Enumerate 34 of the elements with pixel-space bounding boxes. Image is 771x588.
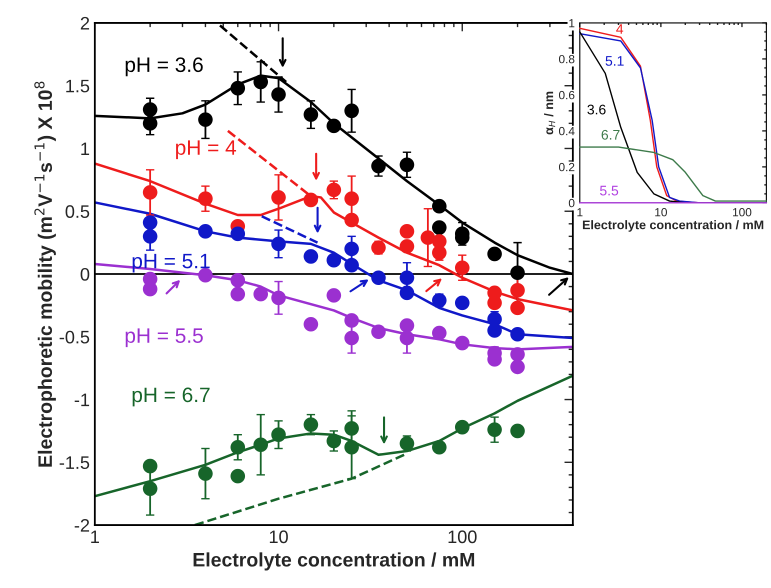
series-label: pH = 4 [176, 140, 236, 160]
series-label: pH = 3.6 [126, 57, 203, 76]
y-axis-title: α$_{H}$ / nm [544, 92, 556, 134]
y-tick-label: 0 [80, 268, 90, 281]
y-tick-label: 1.5 [66, 80, 90, 92]
x-tick-label: 100 [733, 208, 752, 216]
y-tick-label: 0.6 [558, 90, 574, 100]
y-tick-label: -1 [74, 394, 90, 406]
y-axis-title: Electrophoretic mobility (m$^{2}$V$^{−1}$s$^{−1}$) X 10$^{8}$ [34, 82, 56, 467]
series-label: 5.1 [606, 56, 624, 66]
y-tick-label: 1 [569, 19, 574, 28]
y-tick-label: 0.5 [66, 205, 90, 218]
y-tick-label: -1.5 [60, 456, 90, 470]
y-tick-label: -2 [74, 519, 90, 532]
y-tick-label: 1 [81, 142, 90, 156]
x-tick-label: 1 [91, 530, 99, 544]
series-label: 5.5 [600, 186, 618, 196]
x-tick-label: 100 [448, 530, 477, 544]
series-label: 4 [616, 24, 624, 34]
y-tick-label: -0.5 [60, 330, 90, 344]
y-tick-label: 0 [568, 198, 574, 208]
y-tick-label: 2 [80, 16, 90, 30]
y-tick-label: 0.4 [558, 126, 575, 136]
text: pH = 6.7 [132, 387, 210, 406]
y-tick-label: 0.2 [558, 162, 574, 172]
x-axis-title: Electrolyte concentration / mM [582, 220, 764, 232]
series-label: 3.6 [587, 104, 606, 114]
y-tick-label: 0.8 [558, 54, 574, 64]
series-label: 6.7 [602, 130, 620, 140]
x-axis-title: Electrolyte concentration / mM [194, 552, 474, 570]
x-tick-label: 10 [270, 530, 288, 544]
x-tick-label: 10 [655, 208, 667, 216]
series-label: pH = 5.5 [126, 328, 203, 348]
x-tick-label: 1 [577, 208, 582, 216]
